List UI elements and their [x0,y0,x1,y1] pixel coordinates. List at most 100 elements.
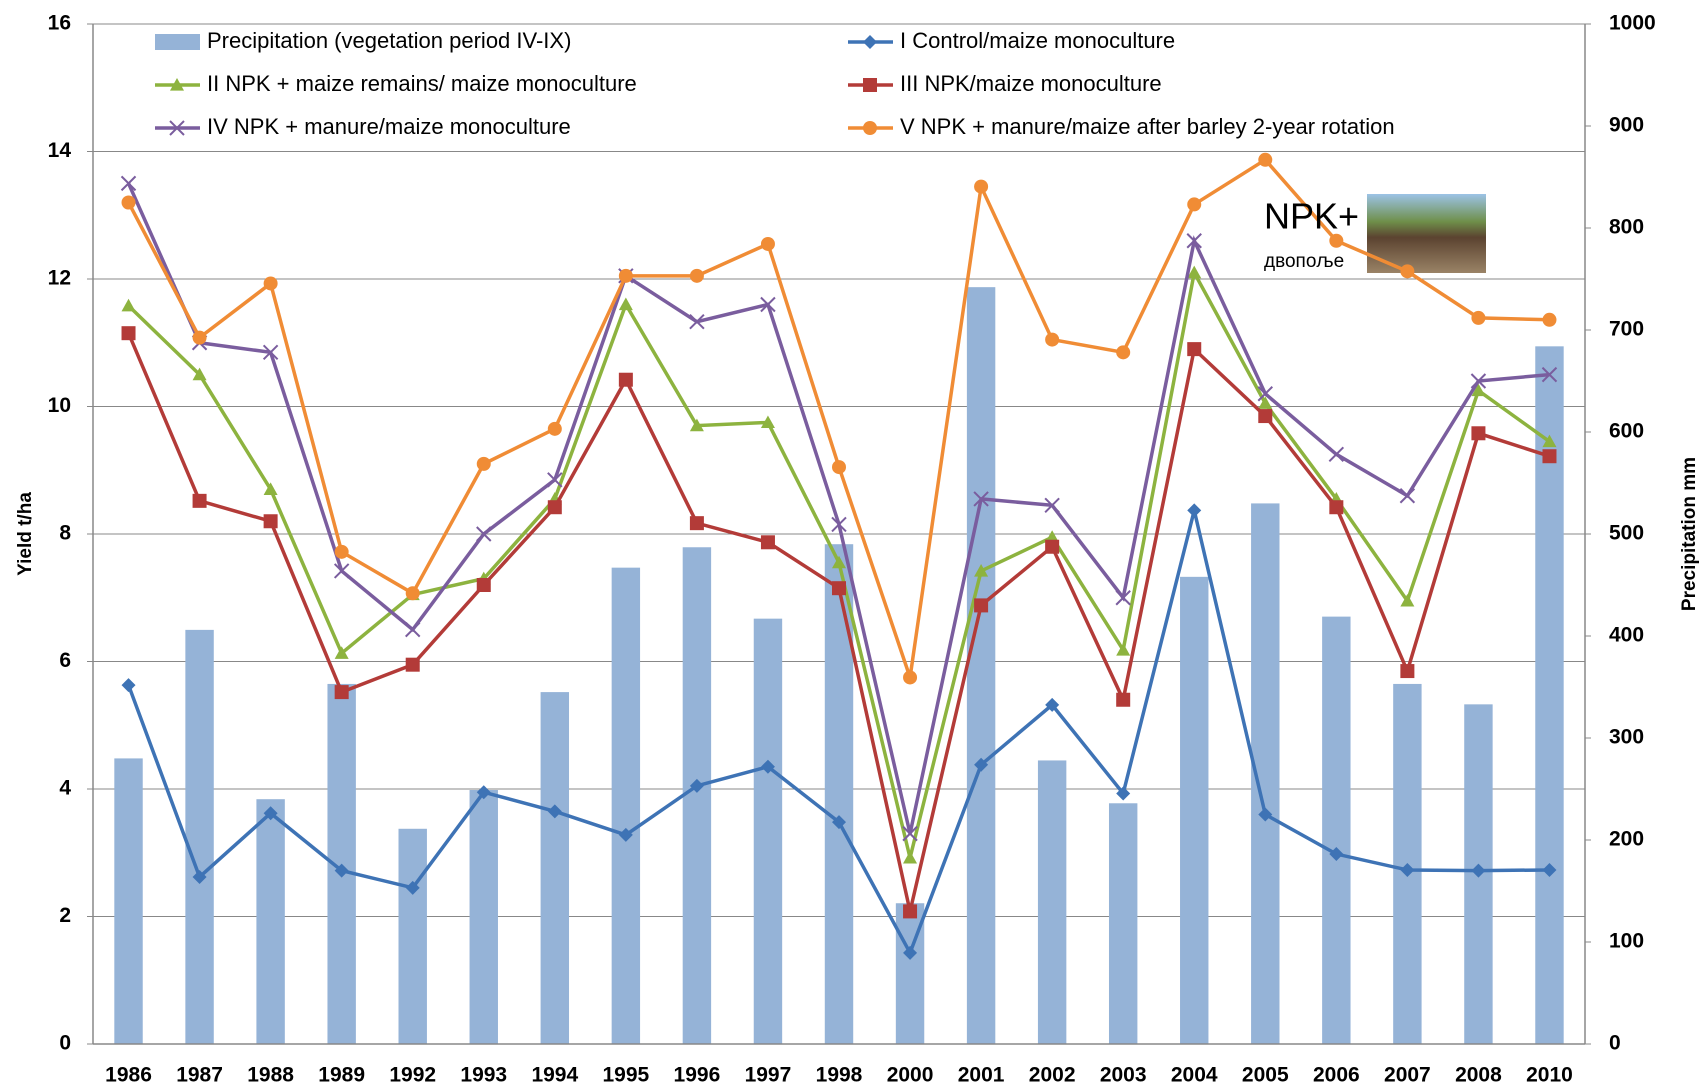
point [1471,426,1486,441]
y2-tick-label: 500 [1609,522,1644,545]
point [405,657,420,672]
point [1541,366,1558,383]
point [903,904,918,919]
bar [398,828,427,1044]
point [1258,396,1273,409]
point [832,460,846,475]
legend-label: Precipitation (vegetation period IV-IX) [207,28,571,53]
point [973,491,989,507]
x-tick-label: 1986 [105,1064,152,1087]
x-tick-label: 1998 [816,1064,863,1087]
point [760,415,775,429]
point [1542,862,1557,877]
point [192,367,207,381]
point [476,456,491,471]
point [831,516,847,533]
bar [185,629,214,1044]
point [1116,786,1131,801]
bar [753,618,783,1044]
point [618,827,633,842]
point [1258,152,1273,167]
point [760,236,775,251]
x-tick-label: 2000 [887,1064,934,1087]
y2-tick-label: 400 [1609,624,1644,647]
bar [469,790,498,1044]
y-tick-label: 4 [59,777,71,800]
legend-marker [169,120,185,136]
x-tick-label: 2007 [1384,1064,1431,1087]
point [263,806,278,821]
point [1258,807,1273,822]
point [1329,847,1344,862]
point [263,514,278,529]
y2-tick-label: 100 [1609,930,1644,953]
point [974,179,989,194]
x-tick-label: 2008 [1455,1064,1502,1087]
legend-label: I Control/maize monoculture [900,28,1175,53]
y2-axis-title: Precipitation mm [1679,457,1700,611]
point [263,482,278,495]
x-tick-label: 2002 [1029,1064,1076,1087]
point [334,544,349,559]
x-tick-label: 1996 [674,1064,721,1087]
point [1471,383,1486,397]
y-tick-label: 2 [59,904,71,927]
legend-marker [863,121,877,135]
x-tick-label: 1987 [176,1064,223,1087]
point [1400,593,1415,607]
x-tick-label: 2003 [1100,1064,1147,1087]
inset-letter: P [1290,196,1314,237]
point [120,175,137,192]
bar [540,692,570,1044]
point [121,195,136,210]
inset-letter: + [1338,196,1359,237]
y2-tick-label: 800 [1609,216,1644,239]
point [902,825,918,842]
point [1045,332,1060,347]
point [1045,697,1060,712]
bar [611,567,641,1044]
point [1400,862,1415,877]
point [1542,312,1557,327]
point [689,778,704,793]
point [476,578,491,592]
bar [1037,760,1067,1044]
bar [1108,803,1138,1044]
x-tick-label: 1995 [602,1064,649,1087]
point [903,850,918,864]
point [1187,503,1202,518]
bar [966,287,996,1044]
point [974,598,989,613]
x-tick-label: 1989 [318,1064,365,1087]
point [334,685,349,700]
y2-tick-label: 900 [1609,114,1644,137]
y-tick-label: 6 [59,649,71,672]
point [1258,409,1273,424]
point [476,526,492,542]
y2-tick-label: 0 [1609,1032,1621,1055]
point [334,646,349,659]
x-tick-label: 1992 [389,1064,436,1087]
y-tick-label: 14 [48,139,72,162]
x-tick-label: 2010 [1526,1064,1573,1087]
point [1400,664,1415,679]
bar [824,544,854,1044]
point [974,563,989,577]
y2-tick-label: 200 [1609,828,1644,851]
point [618,268,633,283]
point [1470,373,1487,389]
y-tick-label: 8 [59,522,71,545]
point [1116,345,1131,360]
point [1257,386,1273,402]
point [760,296,776,313]
point [334,863,349,878]
bar [256,799,285,1044]
legend-label: V NPK + manure/maize after barley 2-year… [900,114,1395,139]
point [192,493,207,508]
point [1116,643,1131,656]
point [192,869,207,884]
point [547,472,563,488]
point [689,418,704,432]
point [618,297,633,311]
